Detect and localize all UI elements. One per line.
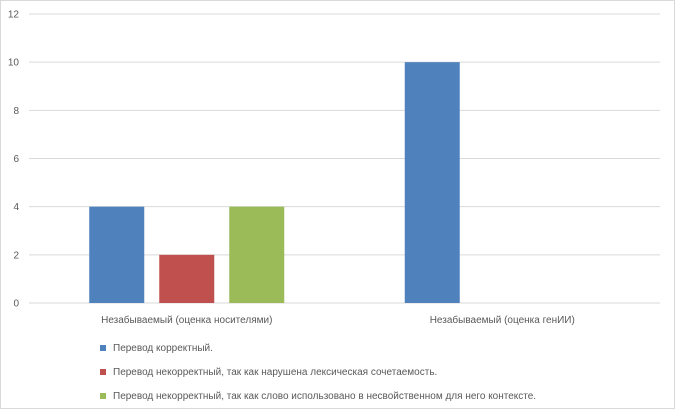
x-axis-categories: Незабываемый (оценка носителями) Незабыва…	[101, 314, 575, 326]
y-tick-label: 8	[13, 106, 19, 117]
legend-label: Перевод некорректный, так как нарушена л…	[113, 366, 438, 378]
x-category-label: Незабываемый (оценка генИИ)	[430, 314, 575, 326]
bar	[229, 206, 285, 303]
legend-item: Перевод некорректный, так как нарушена л…	[100, 360, 536, 384]
y-tick-label: 0	[13, 299, 19, 310]
legend-swatch-green	[100, 393, 106, 399]
bar	[159, 254, 215, 303]
legend-swatch-red	[100, 369, 106, 375]
y-tick-label: 6	[13, 154, 19, 165]
bar	[89, 206, 145, 303]
bar	[404, 62, 460, 303]
y-tick-label: 2	[13, 250, 19, 261]
bars	[89, 62, 460, 303]
legend-swatch-blue	[100, 345, 106, 351]
y-tick-label: 12	[8, 10, 20, 21]
legend-item: Перевод корректный.	[100, 336, 536, 360]
legend-label: Перевод некорректный, так как слово испо…	[113, 390, 537, 402]
legend-item: Перевод некорректный, так как слово испо…	[100, 384, 536, 408]
y-axis-ticks: 0 2 4 6 8 10 12	[8, 10, 20, 310]
legend-label: Перевод корректный.	[113, 342, 213, 354]
x-category-label: Незабываемый (оценка носителями)	[101, 314, 272, 326]
y-tick-label: 10	[8, 58, 20, 69]
legend: Перевод корректный. Перевод некорректный…	[100, 336, 536, 408]
y-tick-label: 4	[13, 202, 19, 213]
